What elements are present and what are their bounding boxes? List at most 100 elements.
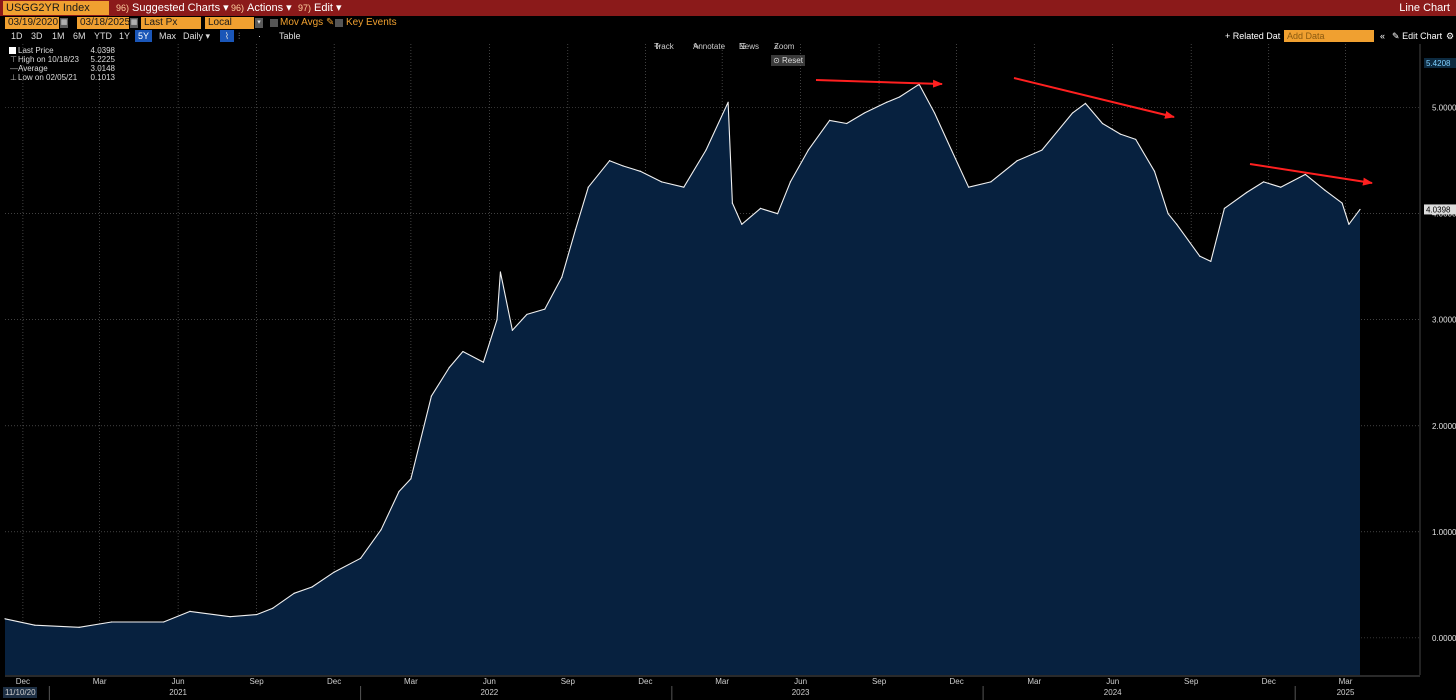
series-line xyxy=(4,83,1361,628)
period-1d[interactable]: 1D xyxy=(11,31,23,41)
series-point xyxy=(1223,207,1226,209)
x-year-label: 2022 xyxy=(480,688,498,697)
series-point xyxy=(950,149,953,151)
period-max[interactable]: Max xyxy=(159,31,177,41)
series-area xyxy=(5,84,1360,676)
actions-menu[interactable]: 96) Actions ▾ xyxy=(231,1,292,15)
series-point xyxy=(1119,133,1121,135)
x-year-label: 2024 xyxy=(1104,688,1122,697)
more-dot-icon[interactable]: · xyxy=(258,31,261,41)
series-point xyxy=(1084,102,1087,104)
series-point xyxy=(496,319,498,321)
annotate-icon: ✎ xyxy=(693,42,700,51)
x-tick-label: Mar xyxy=(715,677,729,686)
mov-avgs-label[interactable]: Mov Avgs ✎ xyxy=(280,17,334,29)
period-6m[interactable]: 6M xyxy=(73,31,86,41)
x-tick-label: Mar xyxy=(1027,677,1041,686)
field-select[interactable]: Last Px xyxy=(141,17,201,29)
series-point xyxy=(933,112,936,114)
y-tick-label: 5.0000 xyxy=(1432,104,1456,113)
series-point xyxy=(846,122,848,125)
caret-down-icon: ▾ xyxy=(223,2,229,14)
x-tick-label: Sep xyxy=(1184,677,1199,686)
series-point xyxy=(1199,255,1201,257)
edit-chart-button[interactable]: ✎ Edit Chart xyxy=(1392,30,1442,42)
frequency-select[interactable]: Daily ▾ xyxy=(183,30,210,42)
series-point xyxy=(1263,181,1265,183)
annotate-label: Annotate xyxy=(693,42,726,51)
menu-label: Suggested Charts xyxy=(132,2,221,14)
series-point xyxy=(587,186,589,188)
series-point xyxy=(1101,122,1104,125)
period-ytd[interactable]: YTD xyxy=(94,31,112,41)
series-point xyxy=(544,308,546,310)
edit-chart-label: Edit Chart xyxy=(1402,31,1443,41)
key-events-checkbox[interactable] xyxy=(335,19,343,27)
series-point xyxy=(1210,260,1212,263)
suggested-charts-menu[interactable]: 96) Suggested Charts ▾ xyxy=(116,1,229,15)
series-point xyxy=(1304,173,1307,176)
series-point xyxy=(333,571,335,573)
line-chart-icon[interactable]: ⌇ xyxy=(220,30,234,42)
mov-avgs-checkbox[interactable] xyxy=(270,19,278,27)
series-point xyxy=(863,112,866,114)
period-1y[interactable]: 1Y xyxy=(119,31,131,41)
series-point xyxy=(255,613,258,616)
calendar-icon[interactable]: ▦ xyxy=(130,18,138,28)
related-data-button[interactable]: + Related Dat xyxy=(1225,30,1280,42)
x-year-label: 2021 xyxy=(169,688,187,697)
end-date-field[interactable]: 03/18/2025 xyxy=(77,17,130,29)
x-tick-label: Jun xyxy=(483,677,496,686)
pencil-icon: ✎ xyxy=(1392,31,1400,41)
edit-menu[interactable]: 97) Edit ▾ xyxy=(298,1,342,15)
series-point xyxy=(789,181,791,183)
add-data-input[interactable]: Add Data xyxy=(1284,30,1374,42)
calendar-icon[interactable]: ▦ xyxy=(60,18,68,28)
menu-label: Actions xyxy=(247,2,284,14)
plus-icon: + xyxy=(1225,31,1231,41)
legend-row-low: ⊥ Low on 02/05/21 0.1013 xyxy=(9,73,115,82)
legend: Last Price 4.0398 ⊤ High on 10/18/23 5.2… xyxy=(9,46,115,82)
series-point xyxy=(272,607,274,609)
x-tick-label: Mar xyxy=(93,677,107,686)
series-point xyxy=(828,119,831,121)
reset-button[interactable]: ⊙ Reset xyxy=(771,55,805,66)
menu-number: 97) xyxy=(298,3,312,13)
zoom-label: Zoom xyxy=(774,42,795,51)
table-button[interactable]: Table xyxy=(279,31,301,41)
candle-icon[interactable]: ⫶ xyxy=(238,31,241,41)
series-point xyxy=(229,616,231,618)
chevron-down-icon[interactable]: ▾ xyxy=(255,18,263,28)
legend-value: 4.0398 xyxy=(90,46,115,55)
period-1m[interactable]: 1M xyxy=(52,31,65,41)
view-title: Line Chart xyxy=(1399,2,1450,14)
title-bar: USGG2YR Index 96) Suggested Charts ▾ 96) A… xyxy=(0,0,1456,16)
x-tick-label: Jun xyxy=(1106,677,1119,686)
crosshair-icon: ✛ xyxy=(654,42,661,51)
series-point xyxy=(639,170,641,172)
period-5y[interactable]: 5Y xyxy=(135,30,153,42)
period-3d[interactable]: 3D xyxy=(31,31,43,41)
key-events-label[interactable]: Key Events xyxy=(346,17,397,28)
series-point xyxy=(1135,138,1137,141)
high-value-label: 5.4208 xyxy=(1426,59,1451,68)
ticker-field[interactable]: USGG2YR Index xyxy=(3,1,109,15)
series-point xyxy=(448,366,450,369)
x-start-label: 11/10/20 xyxy=(5,688,36,697)
series-point xyxy=(293,592,295,594)
series-point xyxy=(1324,189,1326,191)
series-point xyxy=(1153,170,1156,172)
pencil-icon[interactable]: ✎ xyxy=(325,17,335,28)
gear-icon[interactable]: ⚙ xyxy=(1446,31,1455,41)
series-point xyxy=(727,101,729,103)
related-data-label: Related Dat xyxy=(1232,31,1281,41)
x-tick-label: Sep xyxy=(249,677,264,686)
collapse-icon[interactable]: « xyxy=(1380,31,1386,41)
y-tick-label: 3.0000 xyxy=(1432,316,1456,325)
x-tick-label: Dec xyxy=(950,677,964,686)
series-point xyxy=(807,149,809,151)
caret-down-icon: ▾ xyxy=(286,2,292,14)
trend-arrow xyxy=(1249,163,1373,186)
start-date-field[interactable]: 03/19/2020 xyxy=(5,17,59,29)
